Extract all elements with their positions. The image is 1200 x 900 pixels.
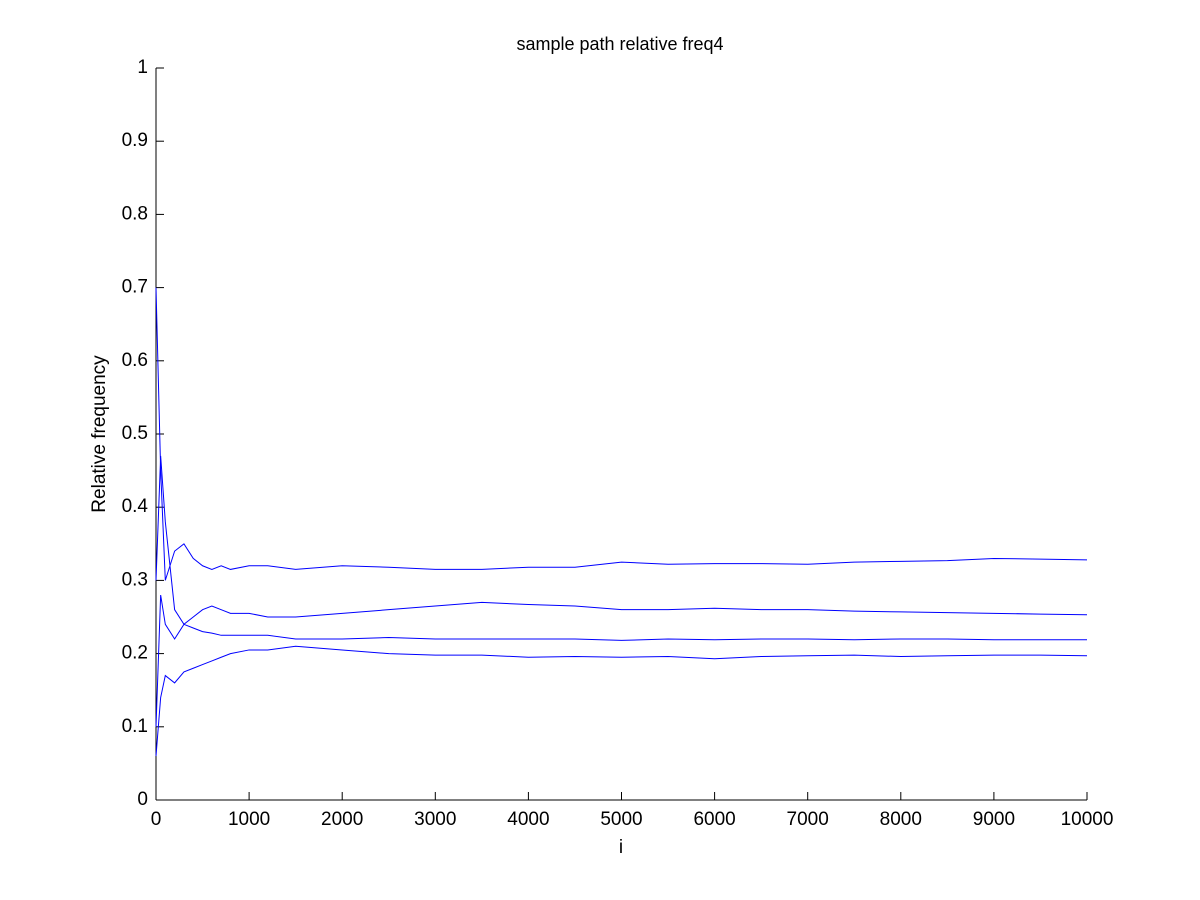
y-tick-label: 0.2 [122, 643, 148, 664]
data-line [155, 287, 1088, 581]
x-tick-label: 9000 [973, 809, 1015, 830]
chart-title: sample path relative freq4 [516, 34, 723, 54]
x-axis-label: i [619, 837, 623, 858]
data-line [155, 594, 1087, 727]
data-line [155, 645, 1088, 757]
x-tick-label: 6000 [693, 809, 735, 830]
y-tick-label: 0.7 [122, 277, 148, 298]
x-tick-label: 2000 [321, 809, 363, 830]
y-tick-label: 0.9 [122, 130, 148, 151]
y-tick-label: 0.6 [122, 350, 148, 371]
x-tick-label: 8000 [880, 809, 922, 830]
x-tick-label: 0 [151, 809, 162, 830]
y-tick-label: 0.8 [122, 203, 148, 224]
x-tick-label: 7000 [787, 809, 829, 830]
x-tick-label: 1000 [228, 809, 270, 830]
x-tick-label: 4000 [507, 809, 549, 830]
x-tick-label: 5000 [600, 809, 642, 830]
y-tick-label: 0 [137, 789, 148, 810]
y-axis-label: Relative frequency [89, 355, 110, 513]
x-tick-label: 3000 [414, 809, 456, 830]
y-tick-label: 0.3 [122, 569, 148, 590]
y-tick-label: 0.4 [122, 496, 149, 517]
y-tick-label: 1 [137, 57, 148, 78]
data-line [155, 455, 1088, 626]
y-tick-label: 0.5 [122, 423, 148, 444]
y-tick-label: 0.1 [122, 716, 148, 737]
x-tick-label: 10000 [1061, 809, 1114, 830]
